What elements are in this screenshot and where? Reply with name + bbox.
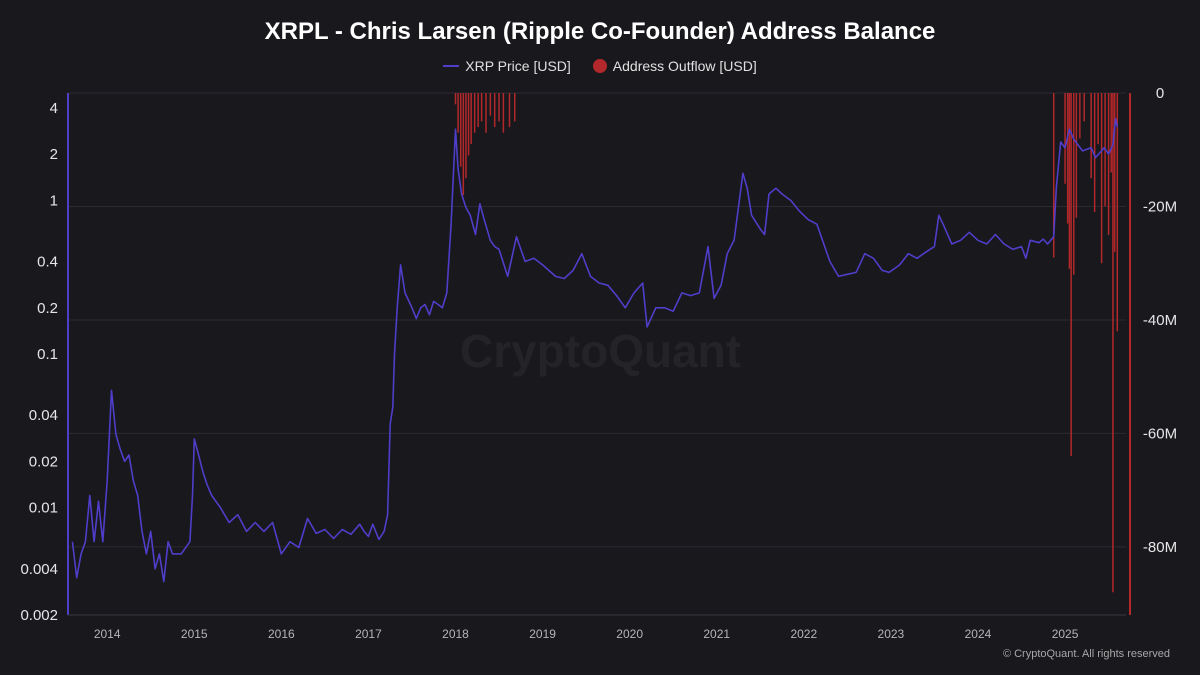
left-tick-label: 0.1 xyxy=(37,346,58,363)
legend-item-price[interactable]: XRP Price [USD] xyxy=(443,58,571,74)
legend-label-price: XRP Price [USD] xyxy=(465,58,571,74)
x-tick-label: 2020 xyxy=(616,627,643,641)
x-tick-label: 2017 xyxy=(355,627,382,641)
chart-title: XRPL - Chris Larsen (Ripple Co-Founder) … xyxy=(264,18,936,45)
x-tick-label: 2018 xyxy=(442,627,469,641)
x-tick-label: 2019 xyxy=(529,627,556,641)
x-tick-label: 2025 xyxy=(1052,627,1079,641)
legend-item-outflow[interactable]: Address Outflow [USD] xyxy=(592,58,757,74)
x-tick-label: 2016 xyxy=(268,627,295,641)
x-tick-label: 2015 xyxy=(181,627,208,641)
legend: XRP Price [USD] Address Outflow [USD] xyxy=(0,58,1200,74)
legend-line-icon xyxy=(443,65,460,67)
left-tick-label: 1 xyxy=(50,192,58,209)
left-tick-label: 2 xyxy=(50,146,58,163)
legend-label-outflow: Address Outflow [USD] xyxy=(612,58,757,74)
right-tick-label: -40M xyxy=(1143,312,1177,329)
left-tick-label: 0.004 xyxy=(20,561,58,578)
left-tick-label: 0.02 xyxy=(29,453,58,470)
copyright-notice: © CryptoQuant. All rights reserved xyxy=(1002,648,1170,660)
price-line xyxy=(71,117,1119,583)
left-tick-label: 0.4 xyxy=(37,254,58,271)
left-tick-label: 0.04 xyxy=(29,407,58,424)
left-tick-label: 0.002 xyxy=(20,607,58,624)
x-tick-label: 2014 xyxy=(94,627,121,641)
left-tick-label: 4 xyxy=(50,100,58,117)
x-tick-label: 2021 xyxy=(703,627,730,641)
left-tick-label: 0.01 xyxy=(29,500,58,517)
right-tick-label: -20M xyxy=(1143,198,1177,215)
right-tick-label: -80M xyxy=(1143,539,1177,556)
watermark: CryptoQuant xyxy=(460,325,742,377)
left-tick-label: 0.2 xyxy=(37,300,58,317)
x-tick-label: 2022 xyxy=(790,627,817,641)
x-tick-label: 2024 xyxy=(965,627,992,641)
right-tick-label: 0 xyxy=(1156,85,1164,102)
right-tick-label: -60M xyxy=(1143,425,1177,442)
legend-dot-icon xyxy=(592,59,607,73)
x-tick-label: 2023 xyxy=(878,627,905,641)
